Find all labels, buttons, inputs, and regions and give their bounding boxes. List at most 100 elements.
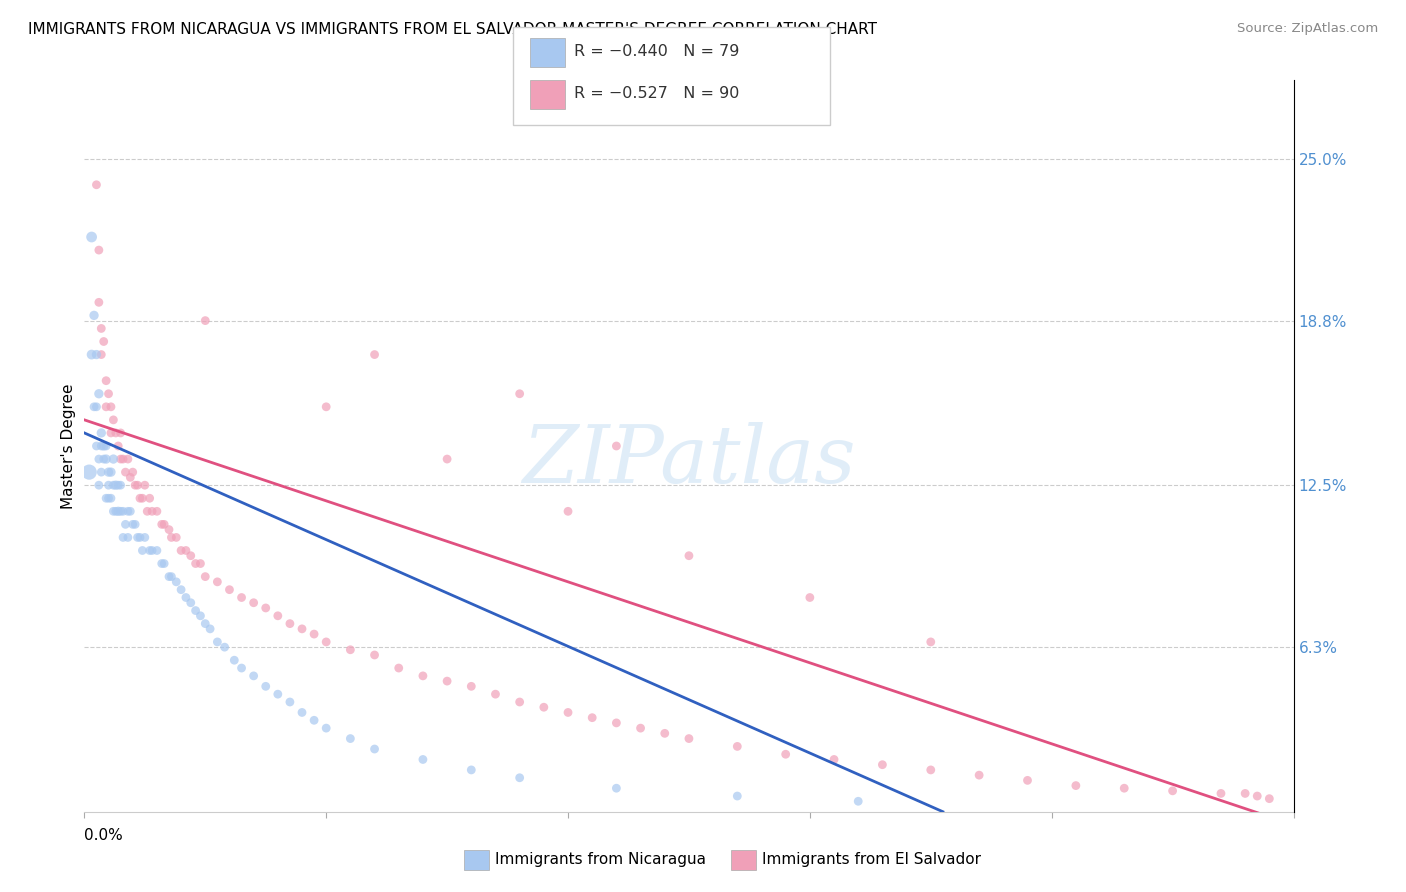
Point bbox=[920, 635, 942, 649]
Point bbox=[339, 731, 361, 746]
Point bbox=[224, 653, 246, 667]
Point bbox=[90, 465, 112, 479]
Point bbox=[725, 739, 748, 754]
Point bbox=[90, 425, 112, 440]
Point bbox=[920, 763, 942, 777]
Point bbox=[94, 374, 117, 388]
Point bbox=[87, 295, 110, 310]
Point bbox=[100, 400, 122, 414]
Point bbox=[146, 504, 169, 518]
Point bbox=[117, 504, 139, 518]
Point bbox=[315, 635, 337, 649]
Point bbox=[605, 715, 627, 730]
Point bbox=[267, 608, 290, 623]
Point bbox=[86, 400, 108, 414]
Point bbox=[1161, 784, 1184, 798]
Point bbox=[630, 721, 652, 735]
Point bbox=[509, 695, 531, 709]
Point bbox=[83, 309, 105, 323]
Point bbox=[86, 348, 108, 362]
Point bbox=[141, 504, 163, 518]
Point bbox=[94, 439, 117, 453]
Point bbox=[302, 714, 325, 728]
Point bbox=[581, 711, 603, 725]
Text: Source: ZipAtlas.com: Source: ZipAtlas.com bbox=[1237, 22, 1378, 36]
Point bbox=[509, 386, 531, 401]
Point bbox=[90, 348, 112, 362]
Point bbox=[194, 569, 217, 583]
Text: Immigrants from El Salvador: Immigrants from El Salvador bbox=[762, 853, 981, 867]
Point bbox=[138, 491, 160, 506]
Point bbox=[231, 591, 253, 605]
Point bbox=[107, 478, 129, 492]
Point bbox=[86, 178, 108, 192]
Point bbox=[678, 549, 700, 563]
Point bbox=[114, 465, 136, 479]
Text: IMMIGRANTS FROM NICARAGUA VS IMMIGRANTS FROM EL SALVADOR MASTER'S DEGREE CORRELA: IMMIGRANTS FROM NICARAGUA VS IMMIGRANTS … bbox=[28, 22, 877, 37]
Point bbox=[302, 627, 325, 641]
Point bbox=[846, 794, 869, 808]
Point bbox=[150, 557, 173, 571]
Point bbox=[557, 504, 579, 518]
Point bbox=[94, 452, 117, 467]
Point bbox=[87, 452, 110, 467]
Point bbox=[654, 726, 676, 740]
Point bbox=[184, 557, 207, 571]
Point bbox=[134, 478, 156, 492]
Point bbox=[170, 543, 193, 558]
Point bbox=[363, 648, 385, 662]
Point bbox=[97, 478, 120, 492]
Point bbox=[363, 348, 385, 362]
Point bbox=[110, 452, 132, 467]
Point bbox=[77, 465, 100, 479]
Point bbox=[131, 543, 153, 558]
Point bbox=[1246, 789, 1268, 803]
Point bbox=[1114, 781, 1136, 796]
Point bbox=[165, 574, 187, 589]
Point bbox=[388, 661, 411, 675]
Point bbox=[254, 679, 277, 693]
Point bbox=[124, 517, 146, 532]
Text: Immigrants from Nicaragua: Immigrants from Nicaragua bbox=[495, 853, 706, 867]
Point bbox=[180, 596, 202, 610]
Point bbox=[127, 478, 149, 492]
Point bbox=[86, 439, 108, 453]
Point bbox=[207, 574, 229, 589]
Point bbox=[124, 478, 146, 492]
Text: R = −0.527   N = 90: R = −0.527 N = 90 bbox=[574, 87, 740, 101]
Point bbox=[112, 530, 135, 544]
Point bbox=[190, 557, 212, 571]
Point bbox=[291, 706, 314, 720]
Point bbox=[90, 439, 112, 453]
Point bbox=[112, 504, 135, 518]
Point bbox=[104, 504, 127, 518]
Point bbox=[150, 517, 173, 532]
Point bbox=[103, 452, 125, 467]
Point bbox=[104, 478, 127, 492]
Point bbox=[94, 400, 117, 414]
Point bbox=[218, 582, 240, 597]
Point bbox=[799, 591, 821, 605]
Point bbox=[94, 491, 117, 506]
Point bbox=[120, 470, 142, 484]
Point bbox=[80, 348, 103, 362]
Point bbox=[97, 491, 120, 506]
Point bbox=[484, 687, 506, 701]
Text: 0.0%: 0.0% bbox=[84, 828, 124, 843]
Point bbox=[146, 543, 169, 558]
Point bbox=[254, 601, 277, 615]
Point bbox=[775, 747, 797, 762]
Point bbox=[134, 530, 156, 544]
Point bbox=[190, 608, 212, 623]
Point bbox=[117, 452, 139, 467]
Y-axis label: Master's Degree: Master's Degree bbox=[60, 384, 76, 508]
Point bbox=[557, 706, 579, 720]
Point bbox=[214, 640, 236, 655]
Point bbox=[90, 321, 112, 335]
Point bbox=[97, 465, 120, 479]
Point bbox=[872, 757, 894, 772]
Point bbox=[267, 687, 290, 701]
Point bbox=[1258, 791, 1281, 805]
Point bbox=[412, 752, 434, 766]
Point bbox=[110, 478, 132, 492]
